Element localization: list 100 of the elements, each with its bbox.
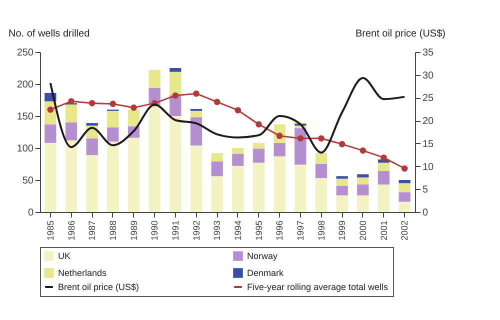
bar <box>232 154 244 166</box>
bar <box>211 176 223 212</box>
bar <box>128 138 140 212</box>
x-tick-label: 1996 <box>274 220 285 241</box>
bar <box>336 176 348 179</box>
x-tick-label: 2001 <box>378 220 389 241</box>
legend-label: Brent oil price (US$) <box>58 282 140 292</box>
bar <box>274 142 286 156</box>
bar <box>378 171 390 184</box>
bar <box>107 128 119 142</box>
bar <box>315 153 328 164</box>
bar <box>232 148 244 154</box>
point <box>297 135 304 142</box>
x-tick-label: 1998 <box>316 220 326 241</box>
bar <box>378 184 390 212</box>
y-tick-label: 50 <box>22 176 34 186</box>
x-tick-label: 1989 <box>128 220 139 241</box>
bar <box>336 195 348 212</box>
bar <box>44 124 56 143</box>
point <box>234 107 242 114</box>
bar <box>170 72 182 96</box>
point <box>401 165 408 172</box>
point <box>110 100 116 107</box>
y2-tick-label: 10 <box>422 162 434 173</box>
legend-label: Denmark <box>247 268 284 278</box>
bar <box>65 140 78 212</box>
legend-label: UK <box>58 251 71 262</box>
y-tick-label: 0 <box>28 208 34 218</box>
point <box>360 147 366 154</box>
bar <box>357 195 369 212</box>
bar <box>86 123 98 126</box>
y-tick-label: 250 <box>16 48 34 58</box>
point <box>338 141 346 148</box>
bar <box>190 117 202 146</box>
y2-tick-label: 20 <box>422 116 434 128</box>
bar <box>336 178 348 186</box>
x-tick-label: 1994 <box>232 220 243 241</box>
bar <box>336 186 348 196</box>
x-tick-label: 1988 <box>108 220 118 241</box>
bar <box>170 68 182 72</box>
bar <box>398 180 410 184</box>
bar <box>211 153 223 162</box>
y2-tick-label: 15 <box>422 138 434 150</box>
bar <box>252 162 265 212</box>
y-axis-title: No. of wells drilled <box>8 28 90 40</box>
bar <box>357 174 369 178</box>
bar <box>148 105 160 212</box>
x-tick-label: 1995 <box>254 220 264 241</box>
bar <box>148 70 160 88</box>
y-tick-label: 150 <box>16 112 34 122</box>
x-tick-label: 1985 <box>45 220 56 241</box>
x-tick-label: 1991 <box>170 220 180 241</box>
bar <box>128 110 140 126</box>
legend-label: Netherlands <box>58 268 108 278</box>
bar <box>107 110 119 128</box>
legend-label: Five-year rolling average total wells <box>247 282 389 292</box>
y2-axis-title: Brent oil price (US$) <box>355 28 446 40</box>
bar <box>398 192 410 202</box>
point <box>130 104 137 111</box>
x-tick-label: 1987 <box>87 220 98 241</box>
y-tick-label: 200 <box>16 80 34 90</box>
x-tick-label: 1990 <box>150 220 160 241</box>
point <box>172 92 179 99</box>
bar <box>65 122 78 140</box>
x-tick-label: 2000 <box>358 220 368 241</box>
bar <box>398 183 410 192</box>
bar <box>252 148 265 163</box>
bar <box>65 104 78 122</box>
bar <box>398 202 410 212</box>
point <box>256 121 262 128</box>
bar <box>232 166 244 212</box>
x-tick-label: 1999 <box>337 220 348 241</box>
bar <box>357 184 369 196</box>
bar <box>190 110 202 118</box>
bar <box>211 161 223 176</box>
legend-label: Norway <box>247 251 278 262</box>
bar <box>315 164 328 178</box>
bar <box>294 164 306 212</box>
y2-tick-label: 5 <box>422 184 428 196</box>
bar <box>107 142 119 212</box>
y2-tick-label: 35 <box>422 48 434 58</box>
bar <box>274 156 286 212</box>
bar <box>315 178 328 212</box>
point <box>380 154 387 161</box>
x-tick-label: 2002 <box>400 220 410 241</box>
point <box>214 98 220 106</box>
point <box>318 135 324 142</box>
point <box>88 100 96 106</box>
bar <box>252 142 265 149</box>
bar <box>170 96 182 116</box>
bar <box>86 155 98 212</box>
bar <box>170 116 182 212</box>
bar <box>378 162 390 172</box>
bar <box>357 177 369 184</box>
x-tick-label: 1992 <box>191 220 202 241</box>
point <box>68 98 74 104</box>
line-series <box>49 77 406 154</box>
y-tick-label: 100 <box>16 144 34 154</box>
y2-tick-label: 0 <box>422 208 428 218</box>
x-tick-label: 1993 <box>212 220 222 241</box>
